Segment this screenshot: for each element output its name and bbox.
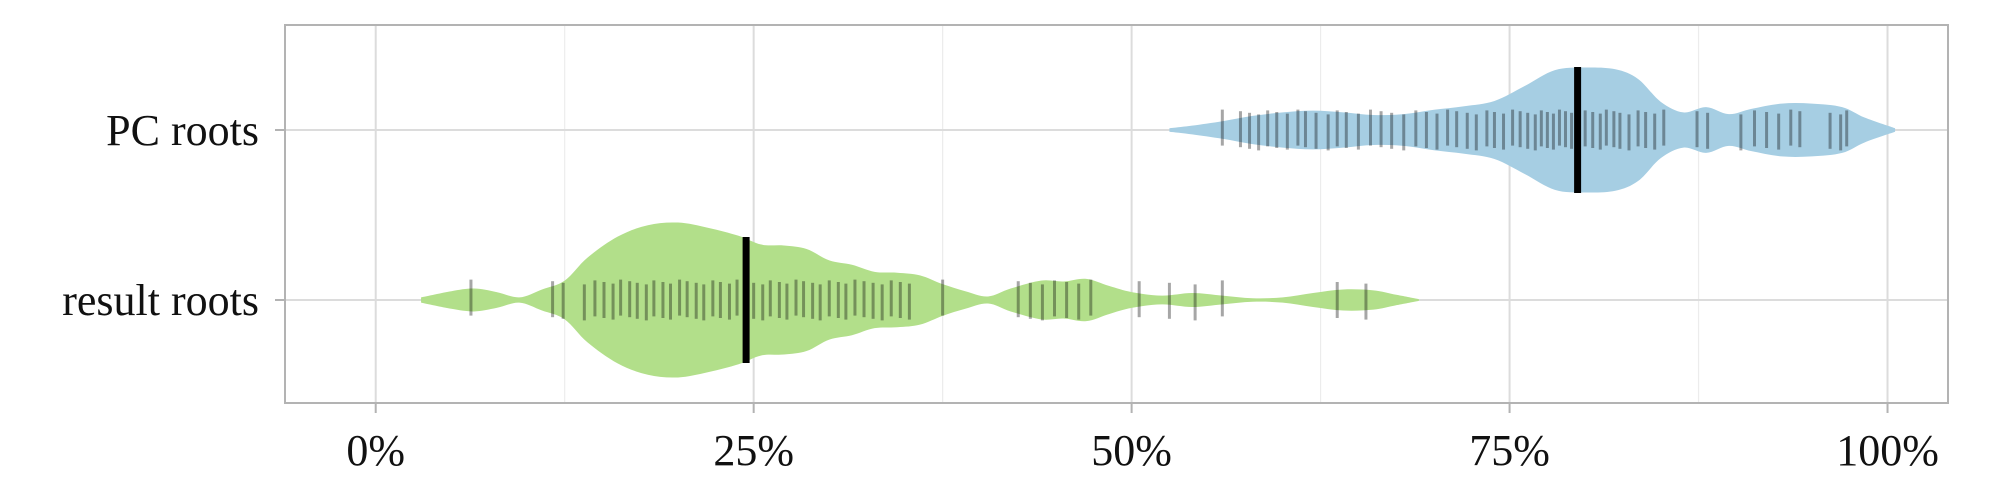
x-tick-label: 0% bbox=[346, 426, 405, 475]
x-tick-label: 100% bbox=[1836, 426, 1939, 475]
jitter-points bbox=[469, 109, 1849, 321]
category-label-pc-roots: PC roots bbox=[106, 106, 259, 155]
violin-result-roots bbox=[421, 222, 1419, 378]
x-tick-label: 50% bbox=[1091, 426, 1172, 475]
violins bbox=[421, 67, 1896, 378]
x-tick-label: 75% bbox=[1469, 426, 1550, 475]
plot-border bbox=[284, 24, 1949, 404]
plot-panel bbox=[285, 25, 1948, 403]
y-axis-labels: PC roots result roots bbox=[62, 106, 285, 325]
x-axis-labels: 0% 25% 50% 75% 100% bbox=[346, 403, 1939, 475]
category-label-result-roots: result roots bbox=[62, 276, 259, 325]
median-lines bbox=[742, 67, 1582, 363]
x-tick-label: 25% bbox=[713, 426, 794, 475]
violin-pc-roots bbox=[1169, 67, 1896, 193]
